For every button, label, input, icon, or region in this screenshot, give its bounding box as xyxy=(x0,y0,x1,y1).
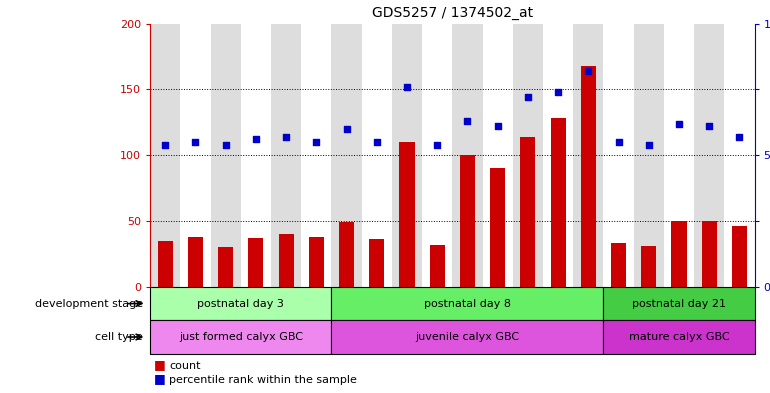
Point xyxy=(340,126,353,132)
Bar xyxy=(331,320,604,354)
Bar xyxy=(392,24,422,287)
Bar xyxy=(634,24,664,287)
Bar xyxy=(604,24,634,287)
Bar xyxy=(422,24,453,287)
Bar xyxy=(604,287,755,320)
Point xyxy=(643,141,655,148)
Bar xyxy=(490,168,505,287)
Point xyxy=(219,141,232,148)
Point xyxy=(370,139,383,145)
Bar xyxy=(241,24,271,287)
Text: just formed calyx GBC: just formed calyx GBC xyxy=(179,332,303,342)
Bar xyxy=(551,118,566,287)
Bar xyxy=(521,137,535,287)
Bar xyxy=(188,237,203,287)
Point xyxy=(280,134,293,140)
Bar xyxy=(460,155,475,287)
Bar xyxy=(695,24,725,287)
Bar xyxy=(249,238,263,287)
Bar xyxy=(701,221,717,287)
Bar xyxy=(150,24,180,287)
Point xyxy=(673,121,685,127)
Point xyxy=(582,68,594,74)
Text: juvenile calyx GBC: juvenile calyx GBC xyxy=(416,332,520,342)
Bar xyxy=(725,24,755,287)
Point xyxy=(310,139,323,145)
Bar xyxy=(641,246,656,287)
Text: cell type: cell type xyxy=(95,332,146,342)
Point xyxy=(189,139,202,145)
Bar xyxy=(430,245,445,287)
Bar xyxy=(604,320,755,354)
Point xyxy=(159,141,172,148)
Bar xyxy=(671,221,687,287)
Bar xyxy=(339,222,354,287)
Title: GDS5257 / 1374502_at: GDS5257 / 1374502_at xyxy=(372,6,533,20)
Bar xyxy=(180,24,211,287)
Text: percentile rank within the sample: percentile rank within the sample xyxy=(169,375,357,385)
Bar xyxy=(279,234,293,287)
Point xyxy=(461,118,474,124)
Bar xyxy=(732,226,747,287)
Point xyxy=(703,123,715,129)
Bar xyxy=(664,24,695,287)
Point xyxy=(431,141,444,148)
Text: count: count xyxy=(169,362,201,371)
Bar xyxy=(574,24,604,287)
Bar xyxy=(211,24,241,287)
Bar xyxy=(331,287,604,320)
Bar xyxy=(158,241,172,287)
Bar xyxy=(150,287,331,320)
Bar xyxy=(513,24,543,287)
Bar xyxy=(611,243,626,287)
Text: postnatal day 21: postnatal day 21 xyxy=(632,299,726,309)
Point xyxy=(733,134,745,140)
Bar xyxy=(309,237,324,287)
Bar xyxy=(301,24,332,287)
Bar xyxy=(271,24,301,287)
Bar xyxy=(218,248,233,287)
Bar xyxy=(453,24,483,287)
Bar xyxy=(362,24,392,287)
Bar xyxy=(370,239,384,287)
Point xyxy=(401,84,413,90)
Text: ■: ■ xyxy=(154,372,169,385)
Point xyxy=(522,94,534,101)
Bar xyxy=(400,142,414,287)
Text: mature calyx GBC: mature calyx GBC xyxy=(629,332,729,342)
Text: development stage: development stage xyxy=(35,299,146,309)
Bar xyxy=(483,24,513,287)
Bar xyxy=(581,66,596,287)
Point xyxy=(249,136,262,143)
Bar xyxy=(150,320,331,354)
Bar xyxy=(543,24,573,287)
Point xyxy=(612,139,624,145)
Point xyxy=(491,123,504,129)
Point xyxy=(552,89,564,95)
Text: postnatal day 8: postnatal day 8 xyxy=(424,299,511,309)
Text: postnatal day 3: postnatal day 3 xyxy=(197,299,284,309)
Text: ■: ■ xyxy=(154,358,169,371)
Bar xyxy=(331,24,362,287)
